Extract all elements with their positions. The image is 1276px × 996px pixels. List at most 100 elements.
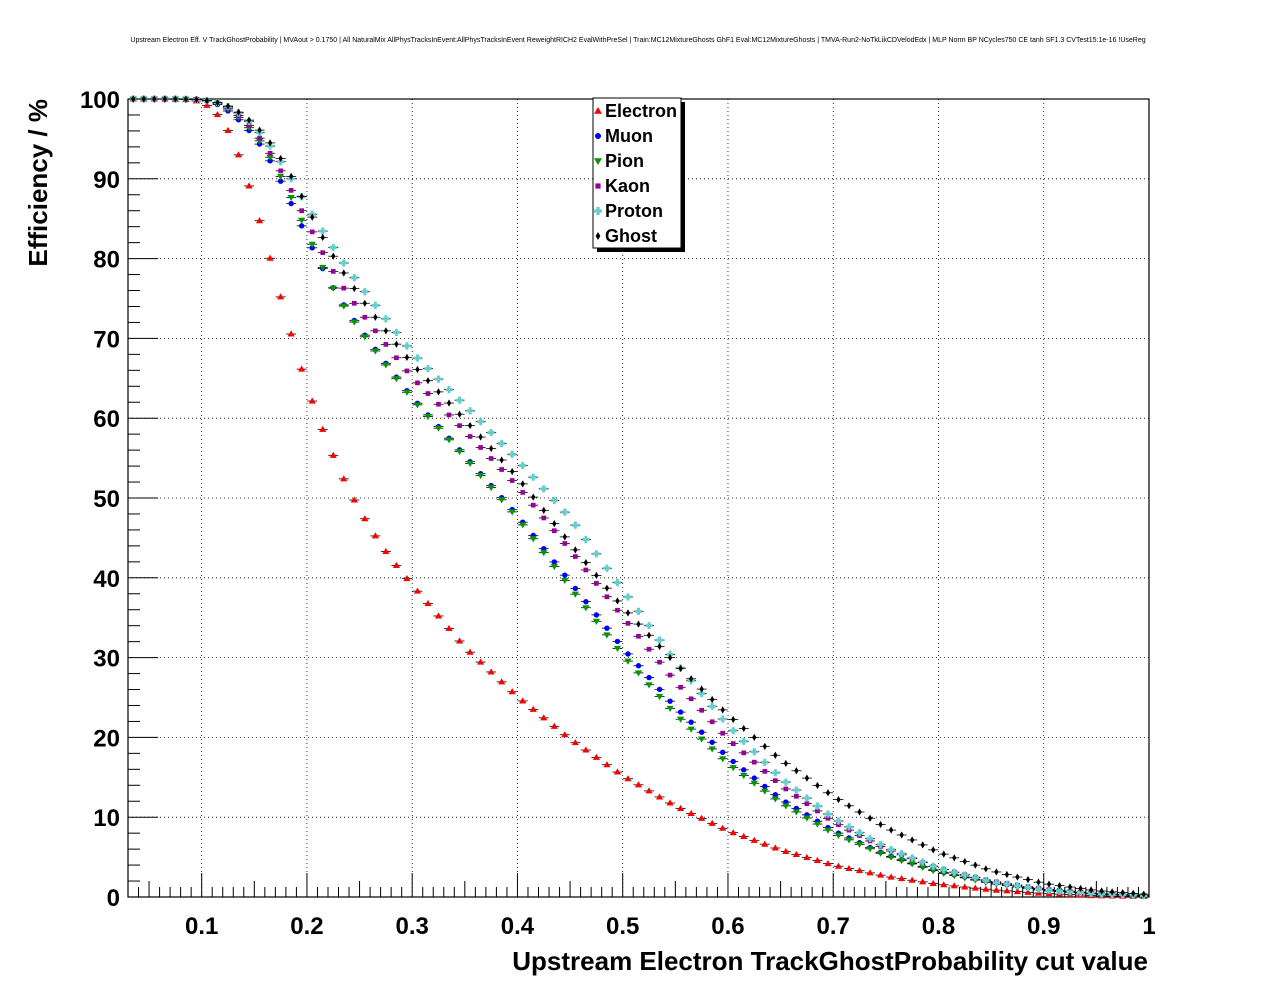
data-point bbox=[887, 873, 895, 880]
data-point bbox=[1003, 880, 1011, 888]
data-point bbox=[234, 151, 243, 158]
data-point bbox=[992, 886, 1000, 893]
data-point bbox=[308, 241, 316, 248]
data-point bbox=[992, 879, 1000, 887]
data-point bbox=[309, 229, 315, 235]
data-point bbox=[625, 609, 631, 617]
data-point bbox=[540, 714, 548, 721]
data-point bbox=[730, 741, 736, 746]
data-point bbox=[636, 620, 641, 628]
data-point bbox=[1066, 888, 1074, 896]
data-point bbox=[255, 217, 264, 224]
data-point bbox=[804, 801, 810, 806]
data-point bbox=[941, 850, 946, 858]
data-point bbox=[762, 783, 768, 790]
data-point bbox=[834, 817, 843, 825]
data-point bbox=[845, 864, 853, 871]
data-point bbox=[646, 646, 652, 652]
data-point bbox=[645, 787, 653, 794]
data-point bbox=[604, 594, 610, 600]
data-point bbox=[1015, 873, 1020, 881]
data-point bbox=[141, 95, 146, 103]
data-point bbox=[540, 550, 548, 557]
data-point bbox=[267, 139, 273, 147]
data-point bbox=[1013, 888, 1022, 895]
data-point bbox=[1003, 887, 1011, 894]
data-point bbox=[698, 729, 705, 735]
data-point bbox=[645, 682, 653, 689]
data-point bbox=[910, 836, 915, 844]
x-tick-label: 0.3 bbox=[396, 913, 429, 940]
data-point bbox=[982, 876, 990, 885]
y-tick-label: 70 bbox=[93, 326, 120, 353]
data-point bbox=[708, 819, 716, 826]
data-point bbox=[1076, 889, 1085, 897]
data-point bbox=[540, 485, 548, 493]
data-point bbox=[1067, 883, 1073, 891]
data-point bbox=[341, 269, 346, 277]
data-point bbox=[678, 684, 683, 690]
data-point bbox=[655, 636, 664, 644]
data-point bbox=[203, 101, 211, 108]
y-tick-label: 0 bbox=[107, 885, 120, 912]
data-point bbox=[583, 598, 589, 605]
data-point bbox=[961, 883, 969, 890]
data-point bbox=[836, 822, 841, 828]
data-point bbox=[657, 659, 662, 665]
data-point bbox=[815, 808, 820, 814]
data-point bbox=[288, 200, 294, 207]
data-point bbox=[1034, 885, 1043, 893]
data-point bbox=[815, 781, 820, 790]
data-point bbox=[413, 354, 422, 362]
legend-box bbox=[592, 97, 682, 249]
data-point bbox=[487, 485, 495, 492]
data-point bbox=[277, 293, 285, 300]
x-tick-label: 0.5 bbox=[606, 913, 639, 940]
data-point bbox=[709, 719, 715, 725]
data-point bbox=[813, 821, 822, 828]
data-point bbox=[455, 637, 464, 644]
data-point bbox=[436, 388, 441, 396]
data-point bbox=[361, 515, 369, 522]
data-point bbox=[1045, 886, 1053, 894]
data-point bbox=[887, 845, 895, 854]
data-point bbox=[646, 674, 652, 681]
data-point bbox=[246, 122, 252, 128]
data-point bbox=[782, 847, 790, 854]
data-point bbox=[771, 796, 779, 803]
data-point bbox=[487, 668, 495, 675]
data-point bbox=[761, 840, 769, 847]
data-point bbox=[876, 840, 885, 849]
y-tick-label: 10 bbox=[93, 805, 120, 832]
data-point bbox=[646, 631, 652, 639]
data-point bbox=[277, 178, 284, 184]
data-point bbox=[278, 154, 283, 163]
data-point bbox=[657, 642, 662, 651]
data-point bbox=[614, 638, 621, 645]
data-point bbox=[740, 772, 748, 780]
data-point bbox=[392, 328, 401, 337]
data-point bbox=[729, 727, 737, 735]
data-point bbox=[898, 875, 906, 882]
axis-tick-labels: 0.1 0.2 0.3 0.4 0.5 0.6 0.7 0.8 0.9 1010203040506… bbox=[80, 87, 1156, 940]
legend-marker-muon bbox=[595, 133, 601, 139]
data-point bbox=[571, 521, 579, 529]
data-point bbox=[425, 391, 431, 396]
data-point bbox=[761, 758, 769, 766]
data-point bbox=[866, 846, 874, 853]
data-point bbox=[361, 334, 369, 341]
data-point bbox=[373, 328, 378, 334]
data-point bbox=[636, 633, 641, 639]
data-point bbox=[708, 702, 716, 710]
data-point bbox=[529, 536, 537, 543]
data-point bbox=[415, 365, 420, 374]
data-point bbox=[792, 850, 800, 857]
data-point bbox=[772, 791, 779, 798]
x-tick-label: 0.8 bbox=[922, 913, 955, 940]
data-point bbox=[498, 439, 506, 448]
data-point bbox=[846, 802, 852, 810]
data-point bbox=[520, 480, 525, 488]
data-point bbox=[603, 761, 611, 768]
data-point bbox=[445, 624, 453, 631]
